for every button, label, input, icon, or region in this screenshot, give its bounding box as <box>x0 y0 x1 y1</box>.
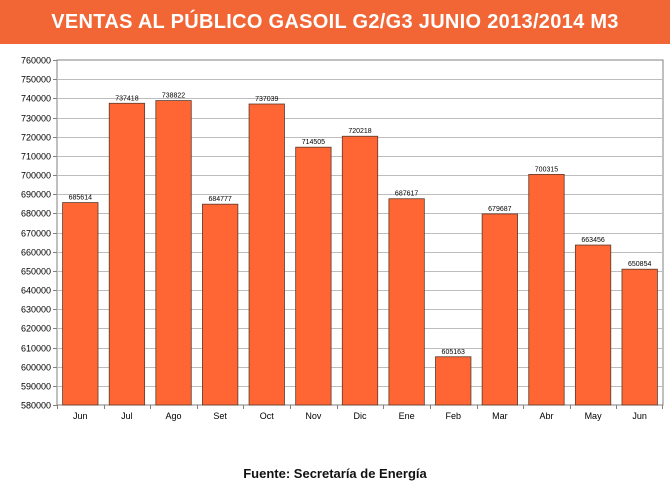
bar <box>481 213 518 406</box>
x-tick-label: Set <box>213 411 227 421</box>
y-tick-label: 650000 <box>21 267 51 277</box>
x-tick-label: Dic <box>354 411 367 421</box>
y-tick-label: 580000 <box>21 401 51 411</box>
bar <box>62 202 99 406</box>
data-label: 738822 <box>162 93 185 100</box>
y-tick-label: 710000 <box>21 152 51 162</box>
x-tick-label: Nov <box>305 411 322 421</box>
bar <box>202 203 239 406</box>
x-tick-label: Mar <box>492 411 508 421</box>
bar <box>574 244 612 406</box>
y-tick-label: 670000 <box>21 229 51 239</box>
chart-title: VENTAS AL PÚBLICO GASOIL G2/G3 JUNIO 201… <box>51 10 619 33</box>
bar <box>435 356 472 406</box>
bar <box>621 268 658 406</box>
data-label: 685614 <box>69 195 92 202</box>
data-label: 737418 <box>115 95 138 102</box>
y-axis: 580000 590000 600000 610000 620000 630000 6400… <box>21 56 57 411</box>
x-tick-label: Jul <box>121 411 133 421</box>
data-labels: 685614 737418 738822 684777 737039 714505 7202… <box>69 93 652 356</box>
bar <box>248 103 285 406</box>
y-tick-label: 720000 <box>21 133 51 143</box>
data-label: 650854 <box>628 261 651 268</box>
data-label: 714505 <box>302 139 325 146</box>
bar <box>528 173 565 406</box>
x-tick-label: Jun <box>632 411 647 421</box>
data-label: 737039 <box>255 96 278 103</box>
y-tick-label: 590000 <box>21 382 51 392</box>
x-tick-label: May <box>585 411 603 421</box>
y-tick-label: 740000 <box>21 94 51 104</box>
y-tick-label: 600000 <box>21 363 51 373</box>
y-tick-label: 620000 <box>21 324 51 334</box>
x-axis: Jun Jul Ago Set Oct Nov Dic Ene Feb Mar Abr May Jun <box>57 405 663 421</box>
x-tick-label: Ago <box>166 411 182 421</box>
y-tick-label: 730000 <box>21 114 51 124</box>
bar <box>108 102 146 406</box>
source-note: Fuente: Secretaría de Energía <box>243 466 427 481</box>
x-tick-label: Abr <box>539 411 553 421</box>
data-label: 684777 <box>208 196 231 203</box>
y-tick-label: 640000 <box>21 286 51 296</box>
data-label: 687617 <box>395 191 418 198</box>
y-tick-label: 760000 <box>21 56 51 66</box>
data-label: 700315 <box>535 166 558 173</box>
data-label: 663456 <box>581 237 604 244</box>
x-tick-label: Feb <box>445 411 461 421</box>
y-tick-label: 630000 <box>21 305 51 315</box>
x-tick-label: Ene <box>399 411 415 421</box>
data-label: 679687 <box>488 206 511 213</box>
x-tick-label: Oct <box>260 411 275 421</box>
y-tick-label: 690000 <box>21 190 51 200</box>
data-label: 720218 <box>348 128 371 135</box>
bar <box>155 100 192 406</box>
bars <box>62 100 658 406</box>
bar <box>388 198 425 406</box>
y-tick-label: 700000 <box>21 171 51 181</box>
bar <box>295 146 332 406</box>
x-tick-label: Jun <box>73 411 88 421</box>
data-label: 605163 <box>442 349 465 356</box>
y-tick-label: 610000 <box>21 344 51 354</box>
bar <box>341 135 379 406</box>
title-banner: VENTAS AL PÚBLICO GASOIL G2/G3 JUNIO 201… <box>0 0 670 44</box>
y-tick-label: 750000 <box>21 75 51 85</box>
y-tick-label: 680000 <box>21 209 51 219</box>
y-tick-label: 660000 <box>21 248 51 258</box>
bar-chart: 685614 737418 738822 684777 737039 714505 7202… <box>21 56 664 421</box>
